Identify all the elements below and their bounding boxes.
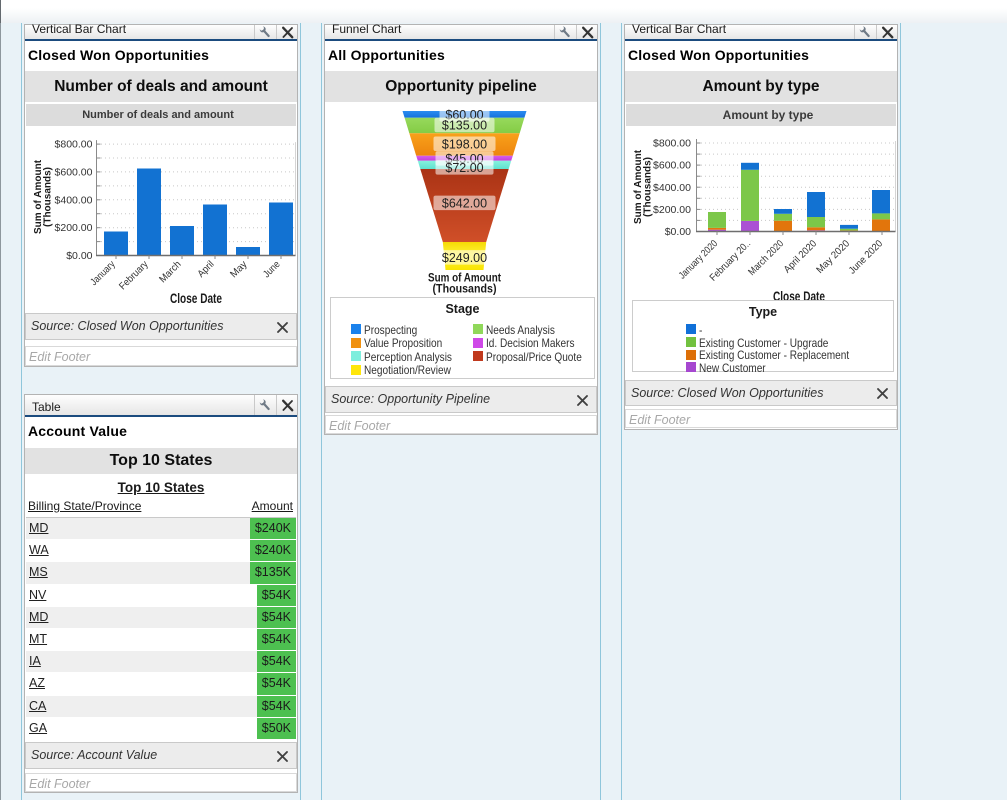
svg-text:$200.00: $200.00 (55, 222, 93, 234)
svg-text:$600.00: $600.00 (55, 166, 93, 178)
svg-text:Close Date: Close Date (773, 289, 825, 300)
svg-text:Close Date: Close Date (170, 291, 222, 306)
svg-text:June 2020: June 2020 (847, 238, 885, 276)
svg-text:$600.00: $600.00 (653, 160, 691, 172)
svg-text:$198.00: $198.00 (442, 137, 487, 151)
svg-text:February: February (117, 259, 150, 292)
svg-text:(Thousands): (Thousands) (643, 157, 654, 217)
svg-text:$200.00: $200.00 (653, 204, 691, 216)
svg-text:$0.00: $0.00 (66, 250, 92, 262)
svg-text:Sum of Amount: Sum of Amount (33, 159, 44, 234)
svg-text:January: January (89, 259, 118, 288)
svg-text:May: May (228, 259, 249, 280)
svg-text:Sum of Amount: Sum of Amount (633, 149, 644, 224)
svg-text:(Thousands): (Thousands) (43, 167, 54, 227)
svg-text:March: March (157, 259, 183, 285)
svg-text:$135.00: $135.00 (442, 119, 487, 133)
svg-text:April: April (196, 259, 217, 280)
svg-text:March 2020: March 2020 (747, 238, 787, 278)
svg-text:$0.00: $0.00 (665, 226, 691, 238)
svg-text:April 2020: April 2020 (782, 238, 819, 275)
svg-text:$800.00: $800.00 (55, 139, 93, 151)
svg-text:Sum of Amount: Sum of Amount (428, 271, 501, 285)
svg-text:$72.00: $72.00 (445, 161, 483, 175)
svg-text:June: June (261, 259, 282, 280)
svg-text:$400.00: $400.00 (55, 194, 93, 206)
svg-text:$400.00: $400.00 (653, 182, 691, 194)
svg-text:$800.00: $800.00 (653, 138, 691, 150)
svg-text:May 2020: May 2020 (815, 238, 853, 276)
svg-text:$642.00: $642.00 (442, 196, 487, 210)
svg-text:$249.00: $249.00 (442, 251, 487, 265)
svg-text:(Thousands): (Thousands) (433, 282, 497, 296)
